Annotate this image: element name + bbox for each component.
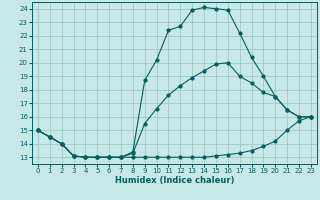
X-axis label: Humidex (Indice chaleur): Humidex (Indice chaleur) [115,176,234,185]
